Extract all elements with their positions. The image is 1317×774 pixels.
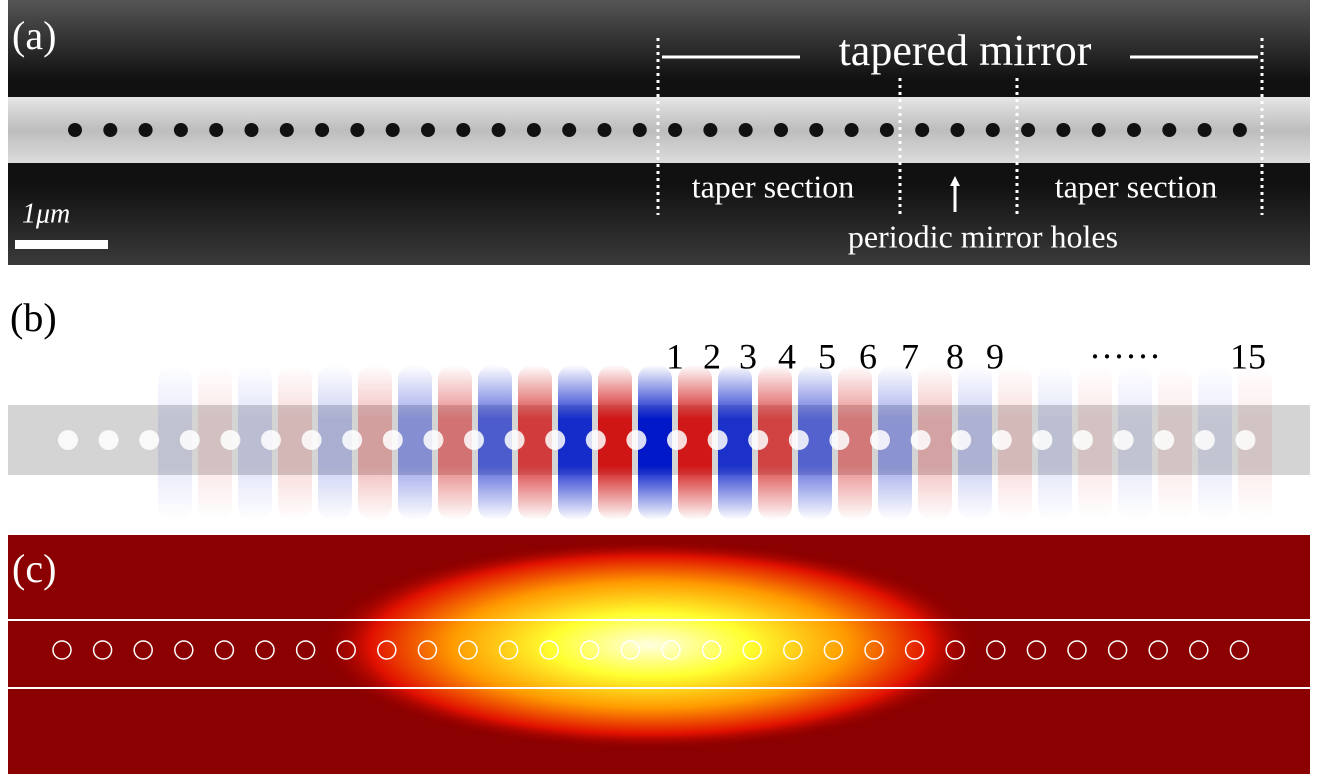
ellipsis: ······: [1089, 336, 1161, 376]
hole: [1195, 430, 1215, 450]
panel-label: (c): [12, 546, 56, 591]
hole-number: 15: [1230, 336, 1266, 376]
hole-number: 3: [739, 336, 757, 376]
hole: [626, 430, 646, 450]
hole-number: 4: [778, 336, 796, 376]
hole: [829, 430, 849, 450]
hole: [1198, 123, 1212, 137]
section-label: taper section: [692, 168, 855, 204]
hole: [1233, 123, 1247, 137]
hole: [464, 430, 484, 450]
hole: [383, 430, 403, 450]
hole: [209, 123, 223, 137]
hole: [633, 123, 647, 137]
hole-number: 1: [666, 336, 684, 376]
hole: [545, 430, 565, 450]
hole: [139, 430, 159, 450]
hole: [586, 430, 606, 450]
hole: [421, 123, 435, 137]
hole: [1154, 430, 1174, 450]
hole: [261, 430, 281, 450]
hole: [703, 123, 717, 137]
note: periodic mirror holes: [848, 218, 1118, 254]
hole: [174, 123, 188, 137]
scale-label: 1μm: [22, 198, 70, 229]
hole: [139, 123, 153, 137]
hole: [245, 123, 259, 137]
hole: [915, 123, 929, 137]
hole: [1056, 123, 1070, 137]
hole: [220, 430, 240, 450]
hole: [492, 123, 506, 137]
hole: [103, 123, 117, 137]
hole: [774, 123, 788, 137]
hole: [315, 123, 329, 137]
hole: [1162, 123, 1176, 137]
hole-number: 5: [818, 336, 836, 376]
panel-label: (a): [12, 13, 56, 58]
section-label: taper section: [1055, 168, 1218, 204]
hole: [870, 430, 890, 450]
hole-number: 8: [946, 336, 964, 376]
scale-bar: [15, 240, 108, 249]
hole: [598, 123, 612, 137]
hole-numbers: 123456789: [666, 336, 1004, 376]
hole: [1235, 430, 1255, 450]
hole: [739, 123, 753, 137]
hole: [527, 123, 541, 137]
title: tapered mirror: [839, 26, 1092, 75]
hole-number: 7: [901, 336, 919, 376]
hole: [992, 430, 1012, 450]
hole: [1021, 123, 1035, 137]
hole: [1073, 430, 1093, 450]
hole: [986, 123, 1000, 137]
hole-number: 6: [859, 336, 877, 376]
panel-label: (b): [10, 295, 57, 340]
hole: [58, 430, 78, 450]
hole: [423, 430, 443, 450]
hole: [911, 430, 931, 450]
hole: [342, 430, 362, 450]
hole: [302, 430, 322, 450]
hole: [456, 123, 470, 137]
hole: [505, 430, 525, 450]
hole: [667, 430, 687, 450]
hole: [748, 430, 768, 450]
figure: (a) tapered mirror taper section taper s…: [0, 0, 1317, 774]
hole: [1032, 430, 1052, 450]
hole: [951, 430, 971, 450]
hole: [68, 123, 82, 137]
hole: [668, 123, 682, 137]
hole: [708, 430, 728, 450]
hole: [99, 430, 119, 450]
hole: [562, 123, 576, 137]
hole: [280, 123, 294, 137]
hole: [350, 123, 364, 137]
hole: [845, 123, 859, 137]
hole: [180, 430, 200, 450]
hole: [1114, 430, 1134, 450]
hole: [951, 123, 965, 137]
hole: [880, 123, 894, 137]
hole-number: 9: [986, 336, 1004, 376]
hole: [809, 123, 823, 137]
hole-number: 2: [703, 336, 721, 376]
hole: [1092, 123, 1106, 137]
hole: [789, 430, 809, 450]
hole: [386, 123, 400, 137]
hole: [1127, 123, 1141, 137]
